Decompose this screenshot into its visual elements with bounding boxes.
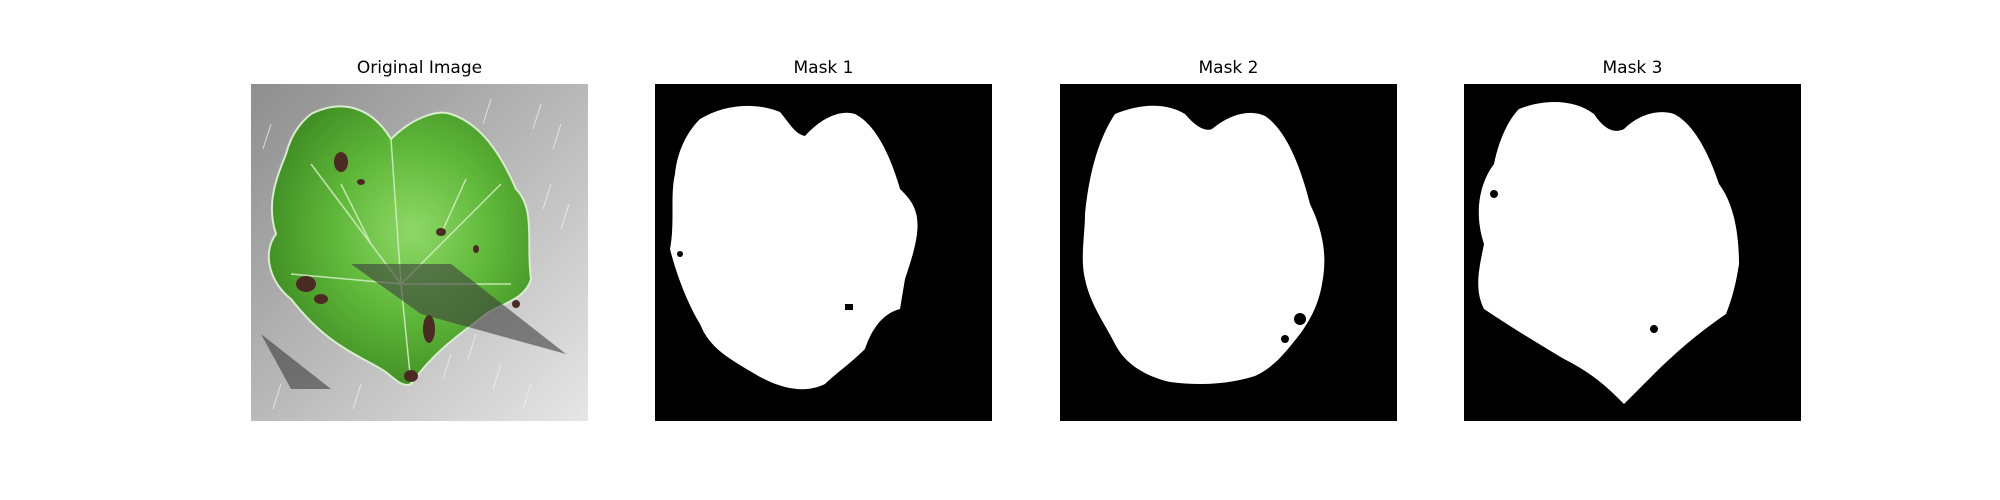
mask-2-image: [1060, 84, 1397, 421]
panel-title: Mask 3: [1602, 58, 1663, 78]
mask-1-image: [655, 84, 992, 421]
mask-3-image: [1464, 84, 1801, 421]
panel-title: Mask 1: [793, 58, 854, 78]
panel-title: Mask 2: [1198, 58, 1259, 78]
panel-title: Original Image: [356, 58, 483, 78]
original-leaf-image: [251, 84, 588, 421]
